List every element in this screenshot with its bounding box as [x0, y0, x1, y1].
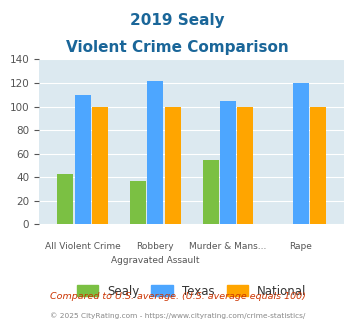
Text: 2019 Sealy: 2019 Sealy — [130, 13, 225, 28]
Bar — [293, 83, 309, 224]
Text: Robbery: Robbery — [137, 243, 174, 251]
Bar — [92, 107, 108, 224]
Text: Rape: Rape — [289, 243, 312, 251]
Text: Violent Crime Comparison: Violent Crime Comparison — [66, 40, 289, 54]
Text: All Violent Crime: All Violent Crime — [45, 243, 121, 251]
Bar — [147, 81, 163, 224]
Bar — [57, 174, 73, 224]
Bar — [310, 107, 326, 224]
Bar — [203, 160, 219, 224]
Bar — [75, 95, 91, 224]
Text: © 2025 CityRating.com - https://www.cityrating.com/crime-statistics/: © 2025 CityRating.com - https://www.city… — [50, 312, 305, 318]
Bar — [220, 101, 236, 224]
Text: Aggravated Assault: Aggravated Assault — [111, 256, 200, 265]
Bar — [237, 107, 253, 224]
Bar — [165, 107, 181, 224]
Legend: Sealy, Texas, National: Sealy, Texas, National — [72, 280, 311, 302]
Text: Murder & Mans...: Murder & Mans... — [189, 243, 267, 251]
Text: Compared to U.S. average. (U.S. average equals 100): Compared to U.S. average. (U.S. average … — [50, 292, 305, 301]
Bar — [130, 181, 146, 224]
